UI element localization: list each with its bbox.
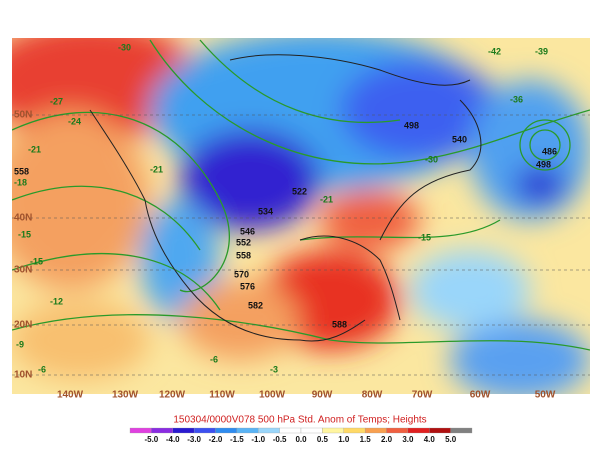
contour-label: -3 — [270, 364, 278, 374]
colorbar-swatch — [151, 427, 173, 434]
lon-label: 70W — [412, 390, 433, 401]
contour-label: -24 — [68, 116, 81, 126]
longitude-labels: 140W 130W 120W 110W 100W 90W 80W 70W 60W… — [57, 390, 556, 401]
height-label: 588 — [332, 319, 347, 329]
contour-label: -6 — [38, 364, 46, 374]
contour-label: -39 — [535, 46, 548, 56]
lat-label: 50N — [14, 110, 32, 121]
colorbar-label: 1.0 — [338, 435, 350, 444]
lat-label: 40N — [14, 213, 32, 224]
graticule — [12, 114, 590, 376]
lon-label: 110W — [209, 390, 235, 401]
contour-label: -9 — [16, 339, 24, 349]
contour-label: -30 — [118, 42, 131, 52]
lat-label: 10N — [14, 370, 32, 381]
height-label: 558 — [14, 166, 29, 176]
height-label: 570 — [234, 269, 249, 279]
colorbar-label: 3.0 — [402, 435, 414, 444]
contours — [12, 39, 590, 351]
contour-label: -21 — [150, 164, 163, 174]
height-label: 552 — [236, 237, 251, 247]
colorbar-swatch — [300, 427, 323, 434]
lat-label: 20N — [14, 320, 32, 331]
colorbar-label: 0.0 — [295, 435, 307, 444]
colorbar-swatch — [343, 427, 366, 434]
map-title: 150304/0000V078 500 hPa Std. Anom of Tem… — [173, 415, 426, 426]
height-label: 546 — [240, 226, 255, 236]
colorbar-swatch — [450, 427, 473, 434]
colorbar-label: 0.5 — [317, 435, 329, 444]
contour-label: -18 — [14, 177, 27, 187]
coastlines — [89, 54, 482, 342]
lon-label: 100W — [259, 390, 286, 401]
lon-label: 80W — [362, 390, 383, 401]
contour-label: -42 — [488, 46, 501, 56]
colorbar-swatch — [407, 427, 430, 434]
colorbar-swatch — [129, 427, 152, 434]
height-label: 558 — [236, 250, 251, 260]
contour-label: -36 — [510, 94, 523, 104]
colorbar-label: -3.0 — [187, 435, 201, 444]
contour-label: -21 — [320, 194, 333, 204]
colorbar-label: -0.5 — [273, 435, 287, 444]
lon-label: 60W — [470, 390, 491, 401]
contour-label: -15 — [18, 229, 31, 239]
contour-labels: -30 -27 -24 -21 -21 -18 -15 -15 -12 -9 -… — [14, 42, 557, 374]
height-label: 486 — [542, 146, 557, 156]
colorbar-swatch — [258, 427, 280, 434]
lon-label: 130W — [112, 390, 139, 401]
height-label: 534 — [258, 206, 273, 216]
lon-label: 140W — [57, 390, 84, 401]
colorbar-label: 5.0 — [445, 435, 457, 444]
colorbar-swatch — [386, 427, 409, 434]
colorbar-label: -1.0 — [251, 435, 265, 444]
colorbar-label: -2.0 — [209, 435, 223, 444]
colorbar-label: 2.0 — [381, 435, 393, 444]
height-label: 576 — [240, 281, 255, 291]
height-label: 498 — [404, 120, 419, 130]
colorbar-swatch — [236, 427, 259, 434]
latitude-labels: 50N 40N 30N 20N 10N — [14, 110, 32, 381]
contour-label: -21 — [28, 144, 41, 154]
anomaly-field — [12, 38, 590, 394]
height-label: 582 — [248, 300, 263, 310]
contour-label: -15 — [418, 232, 431, 242]
colorbar-label: -4.0 — [166, 435, 180, 444]
contour-label: -30 — [425, 154, 438, 164]
colorbar: -5.0 -4.0 -3.0 -2.0 -1.5 -1.0 -0.5 0.0 0.5 1.0 1.5… — [129, 427, 473, 444]
colorbar-label: 4.0 — [424, 435, 436, 444]
contour-label: -15 — [30, 256, 43, 266]
colorbar-swatch — [215, 427, 238, 434]
colorbar-swatch — [193, 427, 216, 434]
lat-label: 30N — [14, 265, 32, 276]
colorbar-label: 1.5 — [360, 435, 372, 444]
lon-label: 90W — [312, 390, 333, 401]
colorbar-swatch — [322, 427, 344, 434]
height-label: 498 — [536, 159, 551, 169]
colorbar-label: -5.0 — [144, 435, 158, 444]
colorbar-swatch — [279, 427, 302, 434]
contour-label: -12 — [50, 296, 63, 306]
contour-label: -27 — [50, 96, 63, 106]
colorbar-swatch — [429, 427, 451, 434]
contour-label: -6 — [210, 354, 218, 364]
colorbar-label: -1.5 — [230, 435, 244, 444]
colorbar-swatch — [172, 427, 195, 434]
lon-label: 120W — [159, 390, 186, 401]
colorbar-swatch — [364, 427, 387, 434]
height-label: 540 — [452, 134, 467, 144]
height-label: 522 — [292, 186, 307, 196]
lon-label: 50W — [535, 390, 556, 401]
